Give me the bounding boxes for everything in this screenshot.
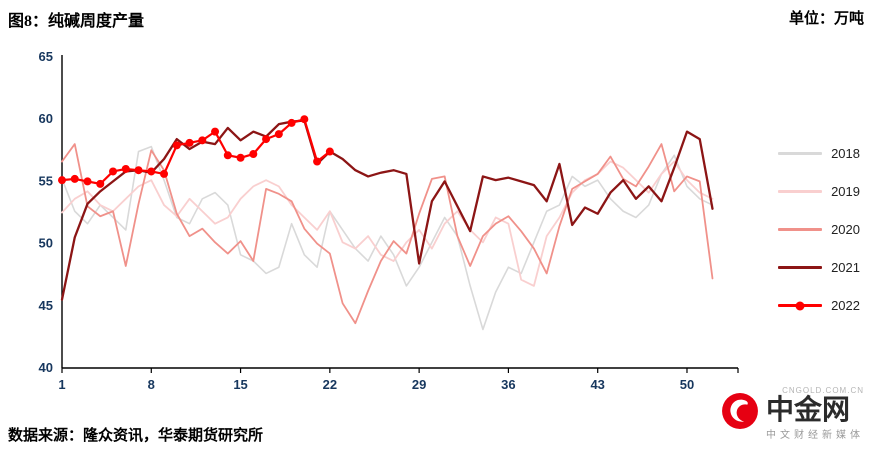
data-source: 数据来源：隆众资讯，华泰期货研究所 — [8, 428, 264, 444]
legend-item-2018: 2018 — [778, 146, 860, 161]
legend-label: 2019 — [831, 184, 860, 199]
legend-line-sample — [778, 228, 823, 231]
series-marker-2022 — [223, 151, 232, 160]
y-tick-label: 65 — [39, 49, 53, 64]
series-marker-2022 — [262, 135, 271, 144]
series-marker-2022 — [147, 167, 156, 176]
x-tick-label: 8 — [148, 377, 155, 392]
unit-label: 单位：万吨 — [788, 11, 864, 27]
series-marker-2022 — [198, 136, 207, 145]
x-tick-label: 36 — [501, 377, 515, 392]
legend-label: 2021 — [831, 260, 860, 275]
series-marker-2022 — [160, 169, 169, 178]
series-line-2019 — [61, 160, 714, 287]
series-marker-2022 — [236, 153, 245, 162]
series-marker-2022 — [249, 150, 258, 159]
x-tick-label: 29 — [412, 377, 426, 392]
legend-item-2019: 2019 — [778, 184, 860, 199]
series-marker-2022 — [287, 118, 296, 127]
y-tick-label: 45 — [39, 298, 53, 313]
series-marker-2022 — [109, 167, 118, 176]
series-marker-2022 — [172, 141, 181, 150]
series-marker-2022 — [58, 176, 66, 185]
series-marker-2022 — [70, 174, 79, 183]
cngold-watermark: CNGOLD.COM.CN 中金网 中文财经新媒体 — [721, 386, 864, 441]
series-marker-2022 — [83, 177, 92, 186]
x-tick-label: 15 — [233, 377, 247, 392]
legend-item-2020: 2020 — [778, 222, 860, 237]
series-marker-2022 — [211, 127, 220, 136]
y-tick-label: 40 — [39, 360, 53, 375]
y-tick-label: 55 — [39, 173, 53, 188]
legend-marker-dot — [795, 301, 805, 310]
legend-line-sample — [778, 266, 823, 269]
y-tick-label: 60 — [39, 111, 53, 126]
legend-label: 2018 — [831, 146, 860, 161]
x-tick-label: 1 — [58, 377, 65, 392]
legend-line-sample — [778, 190, 823, 193]
x-tick-label: 50 — [680, 377, 694, 392]
series-marker-2022 — [300, 115, 309, 124]
series-line-2020 — [61, 143, 714, 325]
series-line-2018 — [61, 145, 714, 331]
series-marker-2022 — [121, 164, 130, 173]
chart-title: 图8：纯碱周度产量 — [8, 13, 145, 30]
series-line-2022 — [60, 118, 331, 185]
x-tick-label: 22 — [323, 377, 337, 392]
series-line-2021 — [60, 119, 714, 301]
series-marker-2022 — [185, 138, 194, 147]
legend-line-sample — [778, 152, 823, 155]
watermark-domain: CNGOLD.COM.CN — [782, 385, 864, 395]
chart-legend: 2018 2019 2020 2021 2022 — [778, 146, 860, 313]
series-marker-2022 — [96, 179, 105, 188]
legend-line-sample — [778, 301, 823, 310]
legend-label: 2020 — [831, 222, 860, 237]
y-tick-label: 50 — [39, 236, 53, 251]
series-marker-2022 — [313, 157, 322, 166]
legend-item-2021: 2021 — [778, 260, 860, 275]
legend-item-2022: 2022 — [778, 298, 860, 313]
cngold-logo-icon — [721, 392, 759, 435]
x-tick-label: 43 — [590, 377, 604, 392]
series-marker-2022 — [325, 147, 334, 156]
watermark-brand: 中金网 — [766, 393, 851, 425]
series-marker-2022 — [134, 166, 143, 175]
watermark-tagline: 中文财经新媒体 — [766, 430, 864, 441]
legend-label: 2022 — [831, 298, 860, 313]
series-marker-2022 — [274, 130, 283, 139]
